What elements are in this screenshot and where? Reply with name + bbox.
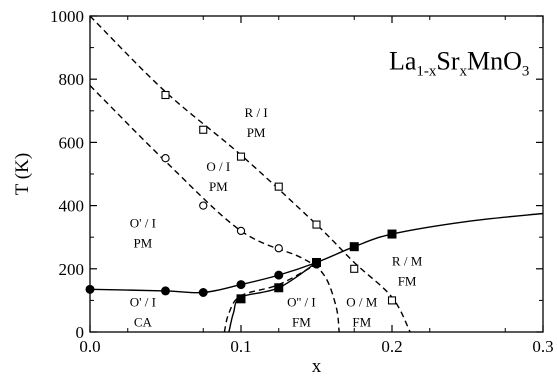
formula-sub-3: 3	[522, 64, 530, 80]
curves-layer	[90, 16, 543, 332]
y-tick-label-1: 0	[76, 323, 85, 342]
open-square-point-1-3	[236, 152, 246, 161]
phase-boundary-curve-1	[90, 16, 411, 332]
y-tick-label-6: 1000	[50, 7, 84, 26]
x-axis-title: x	[312, 356, 322, 377]
region-labels-layer: R / I PMO / I PMO' / I PMO' / I CAO'' / I FMO…	[130, 105, 423, 330]
phase-boundary-curve-3	[90, 212, 543, 294]
region-label-line: PM	[133, 236, 152, 251]
region-label-1: R / I PM	[245, 105, 268, 140]
region-label-line: O / I	[206, 159, 230, 174]
x-tick-label-2: 0.1	[230, 337, 251, 356]
filled-circle-point-3-2	[161, 286, 170, 296]
region-label-line: R / M	[392, 254, 423, 269]
open-square-point-1-6	[350, 264, 359, 273]
region-label-line: O' / I	[130, 216, 156, 231]
region-label-line: CA	[134, 315, 153, 330]
region-label-line: R / I	[245, 105, 268, 120]
open-circle-point-2-1	[161, 154, 170, 163]
open-circle-point-2-2	[199, 201, 208, 210]
phase-boundary-curve-2	[90, 85, 340, 332]
points-layer	[85, 90, 397, 305]
region-label-line: PM	[247, 125, 266, 140]
open-square-point-1-2	[199, 125, 208, 134]
filled-square-point-4-4	[349, 242, 359, 252]
region-label-7: R / M FM	[392, 254, 423, 289]
chart-title-formula: La1-xSrxMnO3	[389, 47, 529, 80]
filled-square-point-4-2	[274, 283, 284, 293]
x-tick-label-3: 0.2	[381, 337, 402, 356]
y-tick-label-5: 800	[59, 70, 85, 89]
y-tick-label-2: 200	[59, 260, 85, 279]
open-square-point-1-4	[274, 182, 283, 191]
region-label-line: O' / I	[130, 295, 156, 310]
ticks-layer: 0.0 0.1 0.2 0.3 0 200 400 600 800 1000	[50, 7, 554, 356]
region-label-line: PM	[209, 179, 228, 194]
filled-circle-point-3-3	[198, 288, 208, 297]
y-tick-label-3: 400	[59, 197, 85, 216]
formula-mno: MnO	[467, 47, 522, 76]
formula-sub-1: 1-x	[416, 64, 436, 80]
region-label-line: FM	[398, 274, 417, 289]
x-tick-label-4: 0.3	[532, 337, 553, 356]
region-label-5: O'' / I FM	[287, 295, 316, 330]
formula-sr: Sr	[436, 47, 459, 76]
filled-circle-point-3-5	[274, 270, 284, 280]
region-label-3: O' / I PM	[130, 216, 156, 251]
formula-la: La	[389, 47, 417, 76]
open-circle-point-2-4	[274, 244, 283, 253]
filled-square-point-4-3	[312, 257, 321, 267]
region-label-4: O' / I CA	[130, 295, 156, 330]
open-square-point-1-7	[387, 296, 397, 305]
region-label-line: FM	[352, 315, 371, 330]
region-label-line: FM	[292, 315, 311, 330]
y-tick-label-4: 600	[59, 133, 85, 152]
open-square-point-1-1	[161, 90, 170, 100]
region-label-6: O / M FM	[346, 295, 378, 330]
filled-circle-point-3-4	[236, 280, 246, 290]
region-label-line: O / M	[346, 295, 378, 310]
open-square-point-1-5	[312, 220, 321, 229]
y-axis-title: T (K)	[12, 153, 33, 195]
formula-sub-2: x	[460, 64, 468, 80]
filled-square-point-4-1	[236, 294, 246, 304]
x-tick-label-1: 0.0	[79, 337, 100, 356]
filled-square-point-4-5	[387, 229, 397, 239]
region-label-2: O / I PM	[206, 159, 230, 194]
open-circle-point-2-3	[236, 226, 246, 236]
region-label-line: O'' / I	[287, 295, 316, 310]
